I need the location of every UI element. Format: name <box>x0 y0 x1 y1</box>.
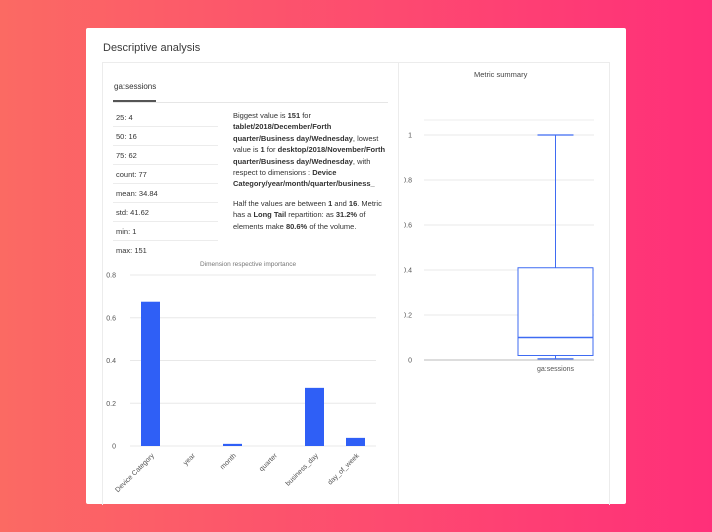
stat-row: count: 77 <box>113 165 218 184</box>
dimension-importance-chart: 0 0.2 0.4 0.6 0.8 Device Category year month qua… <box>106 273 376 494</box>
y-tick-label: 0.2 <box>404 313 412 320</box>
description-paragraph-2: Half the values are between 1 and 16. Me… <box>233 198 382 231</box>
x-tick-label: ga:sessions <box>537 366 574 373</box>
panel-title: Descriptive analysis <box>103 42 201 54</box>
stat-row: 25: 4 <box>113 108 218 127</box>
column-divider <box>398 62 399 504</box>
y-tick-label: 0.6 <box>404 223 412 230</box>
active-tab-indicator <box>113 100 156 102</box>
stat-row: max: 151 <box>116 246 147 255</box>
y-tick-label: 0.8 <box>106 273 116 280</box>
stats-table: 25: 4 50: 16 75: 62 count: 77 mean: 34.8… <box>113 108 218 260</box>
box-chart-title: Metric summary <box>474 70 528 79</box>
tab-bar-rule <box>113 102 388 103</box>
x-tick-label: month <box>219 452 238 471</box>
y-tick-label: 1 <box>408 133 412 140</box>
metric-description: Biggest value is 151 for tablet/2018/Dec… <box>233 110 393 240</box>
descriptive-analysis-panel: Descriptive analysis ga:sessions 25: 4 5… <box>86 28 626 505</box>
stat-row: 75: 62 <box>113 146 218 165</box>
metric-summary-chart: 0 0.2 0.4 0.6 0.8 1 ga:sessions <box>404 119 594 373</box>
bar-business-day <box>305 387 324 446</box>
stat-row: min: 1 <box>113 222 218 241</box>
stat-row: 50: 16 <box>113 127 218 146</box>
bar-day-of-week <box>346 437 365 446</box>
y-tick-label: 0.4 <box>106 358 116 365</box>
x-tick-label: year <box>182 452 197 467</box>
x-tick-label: Device Category <box>114 452 156 494</box>
bar-month <box>223 443 242 446</box>
y-tick-label: 0.2 <box>106 401 116 408</box>
y-tick-label: 0.8 <box>404 178 412 185</box>
stat-row: std: 41.62 <box>113 203 218 222</box>
y-tick-label: 0.4 <box>404 268 412 275</box>
iqr-box <box>517 267 594 356</box>
x-tick-label: business_day <box>285 452 321 488</box>
x-tick-label: day_of_week <box>327 452 361 486</box>
tab-ga-sessions[interactable]: ga:sessions <box>114 82 157 91</box>
stat-row: mean: 34.84 <box>113 184 218 203</box>
bar-device-category <box>141 301 160 446</box>
description-paragraph-1: Biggest value is 151 for tablet/2018/Dec… <box>233 111 386 189</box>
analysis-card <box>102 62 610 505</box>
bar-chart-title: Dimension respective importance <box>200 261 297 268</box>
y-tick-label: 0 <box>408 358 412 365</box>
y-tick-label: 0 <box>112 444 116 451</box>
x-tick-label: quarter <box>258 452 279 473</box>
y-tick-label: 0.6 <box>106 315 116 322</box>
